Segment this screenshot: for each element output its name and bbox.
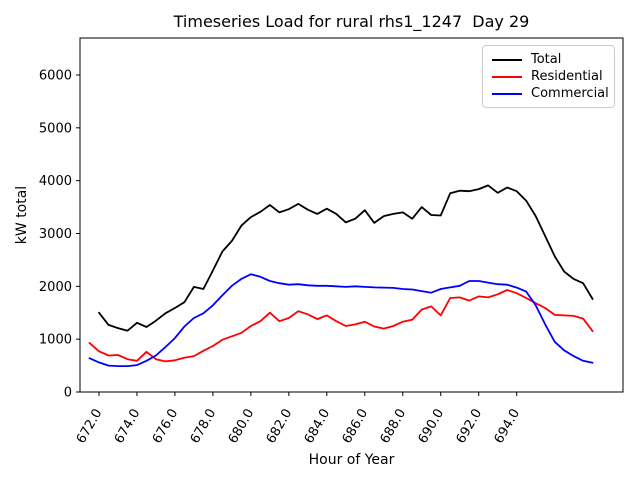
x-tick-label: 680.0 <box>226 407 258 447</box>
x-tick-label: 688.0 <box>378 407 410 447</box>
x-tick-label: 686.0 <box>340 407 372 447</box>
x-tick-label: 694.0 <box>492 407 524 447</box>
x-tick-label: 676.0 <box>150 407 182 447</box>
x-tick-label: 692.0 <box>454 407 486 447</box>
x-tick-label: 678.0 <box>188 407 220 447</box>
x-axis-label: Hour of Year <box>308 452 395 468</box>
y-tick-label: 4000 <box>39 174 72 189</box>
y-tick-label: 2000 <box>39 280 72 295</box>
x-tick-label: 672.0 <box>74 407 106 447</box>
x-axis: 672.0 674.0 676.0 678.0 680.0 682.0 684.0 686.0… <box>74 392 523 446</box>
commercial-line-swatch <box>492 92 522 95</box>
chart-title: Timeseries Load for rural rhs1_1247 Day … <box>173 12 530 31</box>
x-tick-label: 682.0 <box>264 407 296 447</box>
legend-label-residential: Residential <box>531 69 603 84</box>
legend-item-commercial: Commercial <box>492 87 609 100</box>
series-line-residential <box>88 289 594 363</box>
x-tick-label: 684.0 <box>302 407 334 447</box>
y-tick-label: 0 <box>64 386 72 401</box>
series-line-total <box>98 184 594 332</box>
y-tick-label: 3000 <box>39 227 72 242</box>
axes-frame <box>79 37 624 393</box>
legend-label-total: Total <box>531 52 562 67</box>
y-axis-label: kW total <box>14 185 30 245</box>
y-axis: 0 1000 2000 3000 4000 5000 6000 <box>39 68 80 401</box>
series-line-commercial <box>88 273 594 368</box>
legend: Total Residential Commercial <box>482 45 615 108</box>
x-tick-label: 674.0 <box>112 407 144 447</box>
x-tick-label: 690.0 <box>416 407 448 447</box>
legend-item-total: Total <box>492 53 605 66</box>
total-line-swatch <box>492 58 522 61</box>
y-tick-label: 6000 <box>39 68 72 83</box>
legend-label-commercial: Commercial <box>531 86 609 101</box>
y-tick-label: 5000 <box>39 121 72 136</box>
legend-item-residential: Residential <box>492 70 605 83</box>
y-tick-label: 1000 <box>39 333 72 348</box>
residential-line-swatch <box>492 75 522 78</box>
